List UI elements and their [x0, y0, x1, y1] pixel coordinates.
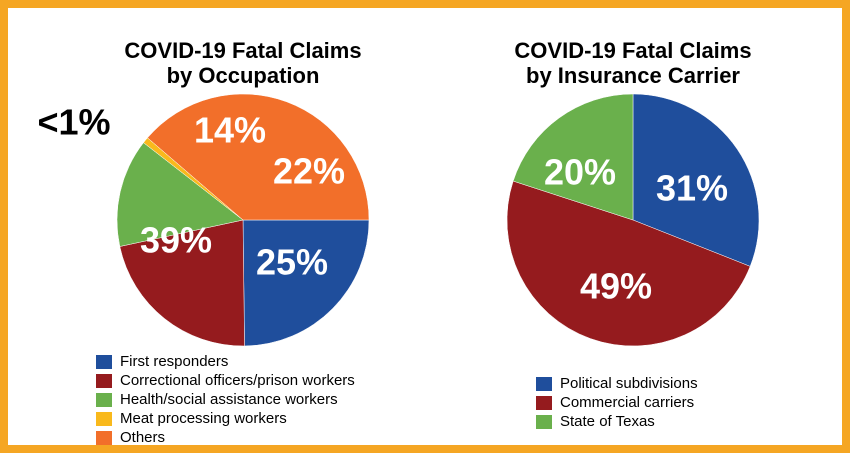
pie-slice [119, 219, 245, 347]
chart-title-occupation: COVID-19 Fatal Claims by Occupation [88, 38, 398, 88]
pie-slice-label: 39% [140, 220, 212, 261]
pie-slice-label: <1% [37, 102, 110, 143]
legend-label: State of Texas [560, 413, 655, 430]
legend-label: Correctional officers/prison workers [120, 372, 355, 389]
legend-item: Correctional officers/prison workers [96, 371, 355, 390]
legend-swatch [536, 414, 552, 429]
pie-slice [632, 93, 760, 267]
legend-item: First responders [96, 352, 355, 371]
legend-carrier: Political subdivisions Commercial carrier… [536, 374, 698, 431]
legend-label: Commercial carriers [560, 394, 695, 411]
pie-slice [242, 219, 370, 347]
legend-swatch [96, 354, 112, 369]
pie-slice-label: 14% [194, 110, 266, 151]
legend-item: Health/social assistance workers [96, 390, 355, 409]
chart-title-line: COVID-19 Fatal Claims [514, 38, 752, 63]
chart-title-line: by Occupation [166, 63, 320, 88]
chart-title-line: by Insurance Carrier [526, 63, 740, 88]
pie-slice-label: 25% [256, 242, 328, 283]
legend-item: Others [96, 428, 355, 447]
legend-label: Health/social assistance workers [120, 391, 338, 408]
legend-label: Others [120, 429, 166, 446]
legend-item: Meat processing workers [96, 409, 355, 428]
legend-label: Political subdivisions [560, 375, 698, 392]
legend-label: Meat processing workers [120, 410, 287, 427]
legend-swatch [96, 411, 112, 426]
legend-swatch [536, 395, 552, 410]
pie-slice [147, 93, 370, 221]
legend-swatch [96, 430, 112, 445]
pie-slice-label: 31% [656, 168, 728, 209]
pie-slice-label: 22% [273, 151, 345, 192]
chart-title-line: COVID-19 Fatal Claims [124, 38, 362, 63]
pie-slice [506, 180, 751, 347]
pie-chart-occupation: 25% 22%14% <1% 39% [37, 93, 370, 347]
legend-item: Political subdivisions [536, 374, 698, 393]
legend-swatch [536, 376, 552, 391]
pie-slice-label: 49% [580, 266, 652, 307]
pie-slice-label: 20% [544, 152, 616, 193]
pie-slice [116, 142, 244, 247]
legend-swatch [96, 392, 112, 407]
pie-slice [512, 93, 634, 221]
legend-occupation: First responders Correctional officers/pr… [96, 352, 355, 447]
legend-item: Commercial carriers [536, 393, 698, 412]
legend-swatch [96, 373, 112, 388]
legend-item: State of Texas [536, 412, 698, 431]
legend-label: First responders [120, 353, 229, 370]
pie-chart-carrier: 31% 49% 20% [506, 93, 760, 347]
chart-title-carrier: COVID-19 Fatal Claims by Insurance Carri… [478, 38, 788, 88]
